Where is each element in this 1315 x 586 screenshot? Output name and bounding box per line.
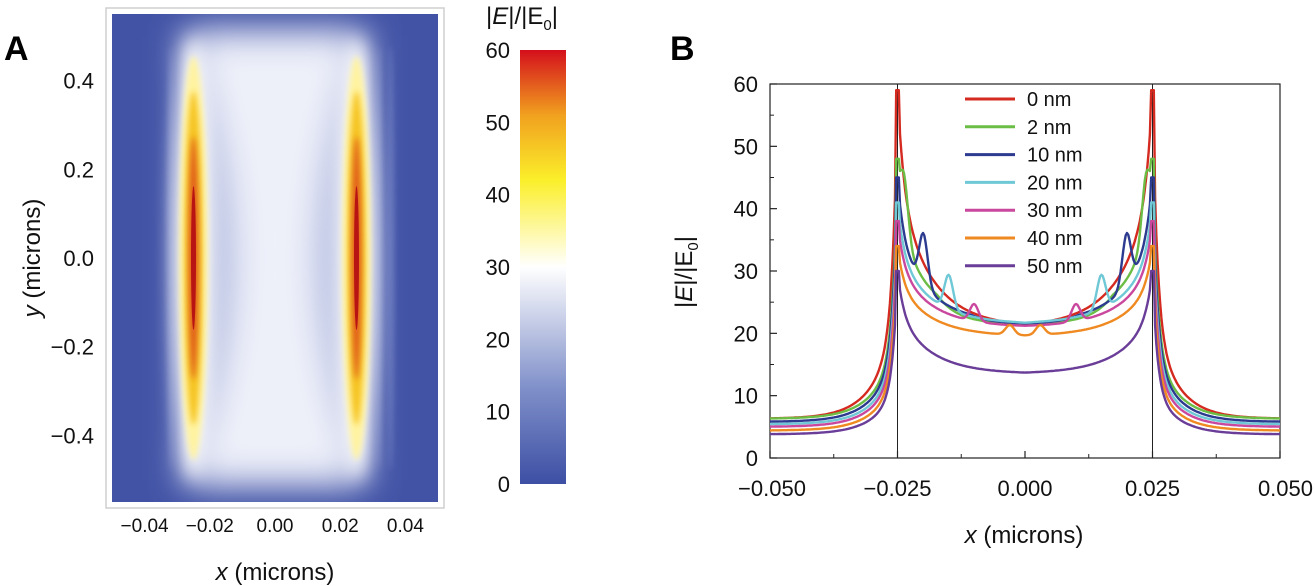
heatmap-y-tick: 0.2 — [63, 157, 94, 182]
series-line-30-nm — [770, 219, 1280, 428]
x-tick-label: −0.025 — [864, 476, 932, 501]
line-chart-axes: 60 50 40 30 20 10 0 −0.050 −0.025 0.000 0.025 0.050… — [671, 72, 1313, 549]
heatmap-y-tick: −0.4 — [51, 423, 94, 448]
heatmap — [105, 7, 445, 509]
colorbar-bar — [520, 50, 566, 484]
colorbar-tick: 40 — [486, 183, 510, 208]
legend-label: 30 nm — [1027, 200, 1083, 222]
heatmap-x-label: x (microns) — [215, 559, 335, 586]
heatmap-x-tick: −0.04 — [121, 516, 170, 537]
series-line-40-nm — [770, 244, 1280, 432]
heatmap-y-tick: 0.4 — [63, 69, 94, 94]
heatmap-x-tick: 0.02 — [322, 516, 359, 537]
legend-label: 40 nm — [1027, 228, 1083, 250]
legend-label: 10 nm — [1027, 145, 1083, 167]
field-body — [185, 36, 365, 480]
colorbar-tick: 50 — [486, 110, 510, 135]
series-line-0-nm — [770, 89, 1280, 420]
colorbar: 60 50 40 30 20 10 0 |E|/|E0| — [486, 3, 566, 497]
legend-label: 0 nm — [1027, 89, 1071, 111]
x-tick-label: 0.050 — [1258, 476, 1313, 501]
colorbar-tick: 60 — [486, 38, 510, 63]
colorbar-tick: 30 — [486, 255, 510, 280]
y-tick-label: 0 — [746, 446, 758, 471]
series-line-20-nm — [770, 201, 1280, 426]
colorbar-tick: 0 — [498, 472, 510, 497]
y-tick-label: 20 — [734, 321, 758, 346]
heatmap-y-tick: 0.0 — [63, 246, 94, 271]
line-chart-series — [770, 89, 1280, 436]
x-tick-label: 0.000 — [997, 476, 1052, 501]
panel-a-label: A — [4, 30, 29, 68]
heatmap-axes: 0.4 0.2 0.0 −0.2 −0.4 −0.04 −0.02 0.00 0.02 0.04 x… — [19, 69, 424, 586]
series-line-50-nm — [770, 269, 1280, 436]
legend-label: 20 nm — [1027, 172, 1083, 194]
heatmap-x-tick: 0.00 — [257, 516, 294, 537]
y-tick-label: 40 — [734, 197, 758, 222]
y-tick-label: 30 — [734, 259, 758, 284]
hotspot-peak — [191, 186, 196, 330]
y-tick-label: 50 — [734, 134, 758, 159]
line-y-label: |E|/|E0| — [671, 236, 702, 308]
x-tick-label: 0.025 — [1125, 476, 1180, 501]
hotspot-peak — [354, 186, 359, 330]
colorbar-title: |E|/|E0| — [486, 3, 558, 34]
heatmap-y-tick: −0.2 — [51, 335, 94, 360]
colorbar-tick: 20 — [486, 327, 510, 352]
side-fringe — [386, 46, 395, 470]
panel-b-label: B — [670, 30, 695, 68]
heatmap-field — [112, 14, 438, 502]
y-tick-label: 10 — [734, 384, 758, 409]
heatmap-frame — [105, 7, 445, 509]
heatmap-y-label: y (microns) — [19, 199, 46, 320]
side-fringe — [374, 46, 383, 470]
legend-label: 50 nm — [1027, 256, 1083, 278]
heatmap-x-tick: 0.04 — [387, 516, 424, 537]
y-tick-label: 60 — [734, 72, 758, 97]
line-chart-legend: 0 nm 2 nm 10 nm 20 nm 30 nm 40 nm 50 nm — [965, 89, 1083, 278]
series-line-2-nm — [770, 157, 1280, 420]
legend-label: 2 nm — [1027, 117, 1071, 139]
x-tick-label: −0.050 — [738, 476, 806, 501]
heatmap-x-tick: −0.02 — [186, 516, 234, 537]
plot-frame — [769, 83, 1281, 459]
side-fringe — [167, 46, 176, 470]
colorbar-tick: 10 — [486, 400, 510, 425]
series-line-10-nm — [770, 176, 1280, 423]
line-x-label: x (microns) — [964, 522, 1084, 549]
